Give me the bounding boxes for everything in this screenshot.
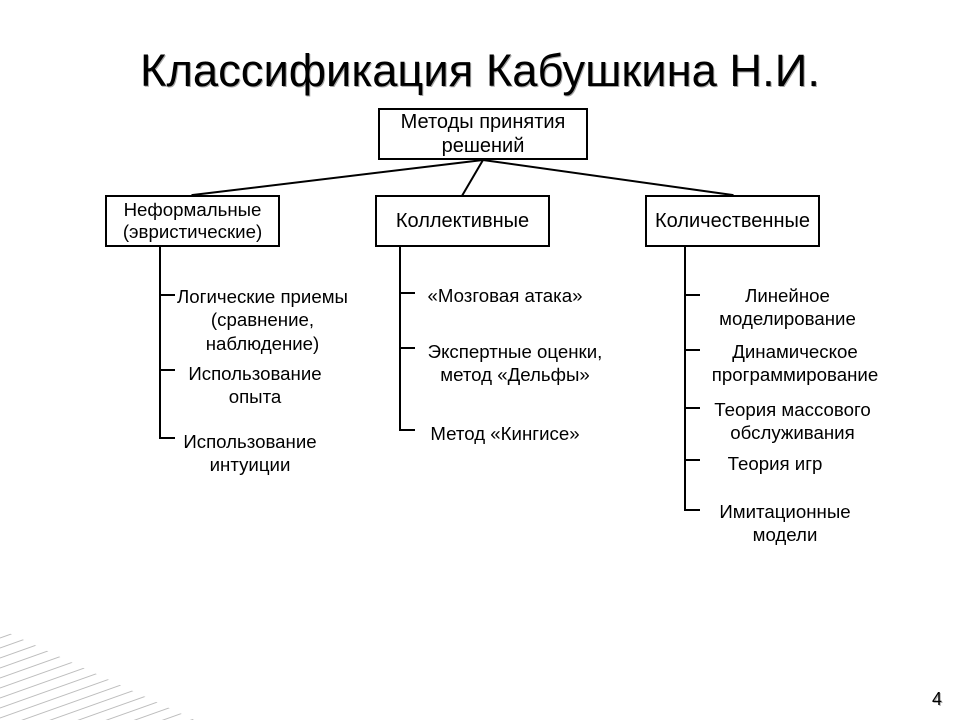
list-item: Имитационные модели xyxy=(700,500,870,547)
list-item: Логические приемы (сравнение, наблюдение… xyxy=(175,285,350,355)
slide-number: 4 xyxy=(932,689,942,710)
category-node: Коллективные xyxy=(375,195,550,247)
list-item: Использование опыта xyxy=(175,362,335,409)
list-item: Теория массового обслуживания xyxy=(700,398,885,445)
slide-title: Классификация Кабушкина Н.И. xyxy=(110,45,850,97)
list-item: Использование интуиции xyxy=(170,430,330,477)
category-node: Количественные xyxy=(645,195,820,247)
list-item: Метод «Кингисе» xyxy=(420,422,590,445)
corner-hatch-decoration xyxy=(0,540,280,720)
list-item: Линейное моделирование xyxy=(700,284,875,331)
list-item: Экспертные оценки, метод «Дельфы» xyxy=(420,340,610,387)
list-item: Динамическое программирование xyxy=(700,340,890,387)
root-node: Методы принятия решений xyxy=(378,108,588,160)
list-item: Теория игр xyxy=(700,452,850,475)
list-item: «Мозговая атака» xyxy=(420,284,590,307)
slide-stage: Классификация Кабушкина Н.И. Методы прин… xyxy=(0,0,960,720)
category-node: Неформальные (эвристические) xyxy=(105,195,280,247)
